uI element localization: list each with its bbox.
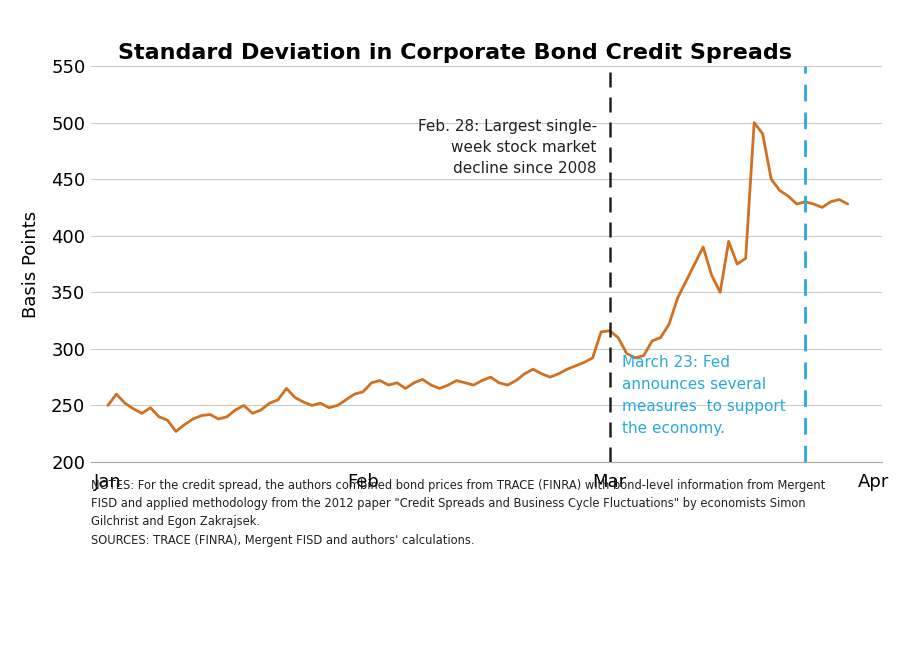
Text: SOURCES: TRACE (FINRA), Mergent FISD and authors' calculations.: SOURCES: TRACE (FINRA), Mergent FISD and…	[91, 534, 474, 547]
Text: Feb. 28: Largest single-
week stock market
decline since 2008: Feb. 28: Largest single- week stock mark…	[418, 119, 597, 176]
Text: FISD and applied methodology from the 2012 paper "Credit Spreads and Business Cy: FISD and applied methodology from the 20…	[91, 497, 805, 510]
Text: Gilchrist and Egon Zakrajsek.: Gilchrist and Egon Zakrajsek.	[91, 515, 260, 529]
Text: Federal Reserve Bank: Federal Reserve Bank	[12, 627, 220, 645]
Text: March 23: Fed
announces several
measures  to support
the economy.: March 23: Fed announces several measures…	[623, 354, 786, 436]
Text: Standard Deviation in Corporate Bond Credit Spreads: Standard Deviation in Corporate Bond Cre…	[117, 43, 792, 63]
Y-axis label: Basis Points: Basis Points	[22, 211, 40, 317]
Text: of: of	[212, 629, 225, 644]
Text: St. Louis: St. Louis	[239, 627, 321, 645]
Text: F: F	[12, 627, 24, 645]
Text: NOTES: For the credit spread, the authors combined bond prices from TRACE (FINRA: NOTES: For the credit spread, the author…	[91, 478, 825, 492]
